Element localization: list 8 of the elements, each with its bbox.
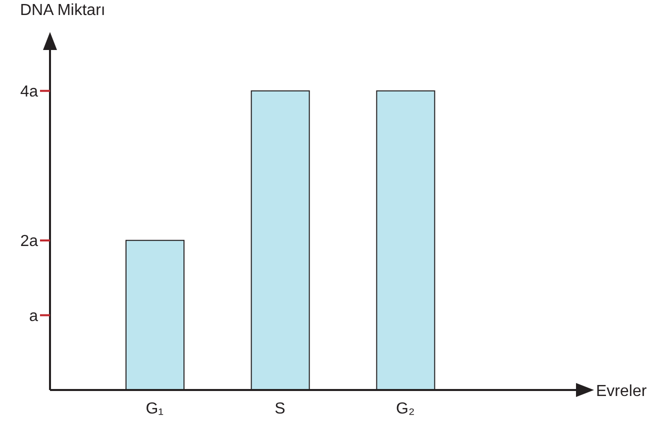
- x-tick-label: S: [274, 400, 286, 418]
- y-axis-title: DNA Miktarı: [20, 2, 106, 20]
- text: Evreler: [596, 383, 648, 400]
- x-tick-label: G₁: [146, 400, 164, 418]
- x-tick-label: G₂: [396, 400, 415, 418]
- y-tick-label: a: [29, 308, 38, 325]
- y-tick-label: 2a: [20, 233, 38, 250]
- y-tick-label: 4a: [20, 84, 38, 101]
